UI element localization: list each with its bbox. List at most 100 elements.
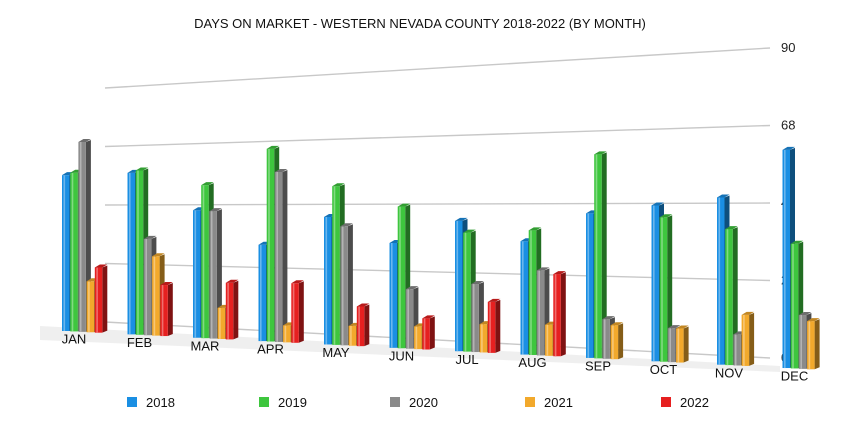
bar-side [282, 169, 288, 342]
bar-highlight [612, 325, 614, 360]
bar-highlight [333, 186, 336, 345]
bar-top [274, 168, 288, 172]
bar-front [717, 197, 725, 365]
x-tick-label: DEC [781, 369, 808, 384]
bar-front [610, 325, 619, 360]
bar-top [266, 145, 280, 149]
bar-highlight [603, 319, 606, 359]
bar-top [225, 279, 239, 283]
chart-title: DAYS ON MARKET - WESTERN NEVADA COUNTY 2… [194, 16, 646, 31]
bar-highlight [145, 238, 147, 336]
bar-highlight [260, 244, 262, 342]
bar-front [86, 281, 95, 333]
bar-front [463, 232, 471, 352]
bar-side [429, 316, 435, 350]
bar-mar-2022 [225, 279, 239, 340]
bar-may-2022 [356, 303, 370, 347]
bar-front [217, 307, 226, 339]
bar-nov-2021 [741, 311, 755, 366]
bar-side [347, 224, 353, 346]
bar-highlight [415, 326, 418, 350]
category-labels: JAN FEB MAR APR MAY JUN JUL AUG SEP OCT NOV DEC [62, 332, 809, 384]
bar-highlight [669, 328, 671, 363]
bar-highlight [292, 283, 295, 343]
bar-highlight [219, 307, 221, 339]
bar-side [102, 265, 108, 333]
bar-top [807, 318, 820, 322]
bar-highlight [268, 148, 270, 342]
bar-oct-2019 [659, 214, 673, 362]
bar-highlight [734, 334, 737, 366]
bar-highlight [161, 285, 164, 337]
bar-highlight [88, 281, 90, 333]
bar-top [471, 281, 484, 285]
bar-highlight [129, 172, 131, 335]
bar-front [790, 243, 799, 369]
x-tick-label: OCT [650, 362, 678, 377]
bar-highlight [96, 267, 98, 333]
bar-top [659, 214, 673, 218]
bar-front [471, 284, 479, 353]
bar-front [274, 171, 283, 342]
bar-highlight [464, 232, 467, 352]
bar-highlight [489, 301, 491, 353]
bar-dec-2021 [807, 318, 820, 370]
bar-front [389, 242, 397, 348]
bar-front [193, 210, 201, 338]
bar-highlight [276, 171, 278, 342]
bar-front [332, 186, 340, 345]
bar-front [78, 142, 86, 332]
bar-front [356, 306, 365, 347]
bar-front [676, 328, 684, 363]
bar-highlight [194, 210, 197, 338]
bar-top [152, 253, 165, 257]
bar-front [733, 334, 741, 366]
bar-side [814, 319, 820, 370]
bar-jan-2022 [94, 264, 108, 333]
bar-top [78, 139, 91, 143]
legend-label: 2020 [409, 395, 438, 410]
bar-front [807, 321, 815, 370]
bar-top [397, 203, 411, 207]
bar-front [536, 270, 545, 356]
bar-front [741, 314, 750, 366]
bar-top [209, 208, 222, 212]
bar-side [749, 312, 755, 366]
bar-top [594, 151, 607, 155]
x-tick-label: JUL [455, 352, 478, 367]
bar-front [127, 172, 135, 335]
legend-label: 2022 [680, 395, 709, 410]
bar-highlight [538, 270, 540, 356]
bar-front [455, 220, 463, 352]
bar-top [463, 229, 476, 233]
bar-highlight [800, 315, 802, 369]
bar-highlight [718, 197, 721, 365]
bar-top [676, 325, 689, 329]
bar-top [135, 167, 149, 171]
legend-item-2019: 2019 [259, 395, 307, 410]
bar-side [732, 227, 738, 366]
bar-highlight [350, 325, 352, 346]
bar-highlight [284, 325, 287, 343]
bar-side [560, 272, 566, 357]
bar-top [160, 282, 173, 286]
bar-top [528, 227, 542, 231]
bar-front [667, 328, 676, 363]
bar-may-2020 [340, 223, 353, 346]
bar-front [62, 175, 70, 331]
bar-top [422, 315, 435, 319]
bar-top [291, 280, 304, 284]
bar-highlight [481, 324, 483, 353]
bar-top [201, 182, 214, 186]
bar-sep-2021 [610, 322, 624, 360]
legend-swatch [127, 397, 137, 407]
bar-highlight [808, 321, 811, 370]
x-tick-label: MAR [191, 338, 220, 353]
bar-highlight [595, 154, 598, 359]
bar-front [520, 241, 528, 355]
bar-top [782, 146, 795, 150]
legend-label: 2018 [146, 395, 175, 410]
legend-swatch [390, 397, 400, 407]
bar-front [422, 318, 430, 350]
